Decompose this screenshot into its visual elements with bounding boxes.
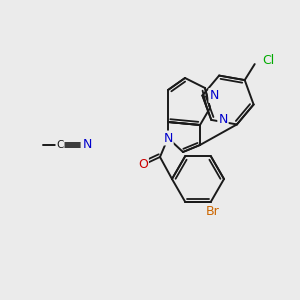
Text: N: N [218, 113, 228, 126]
Text: O: O [138, 158, 148, 170]
Text: C: C [56, 140, 64, 150]
Text: N: N [209, 89, 219, 102]
Text: Br: Br [206, 205, 220, 218]
Text: N: N [82, 139, 92, 152]
Text: Cl: Cl [263, 54, 275, 67]
Text: N: N [163, 131, 173, 145]
